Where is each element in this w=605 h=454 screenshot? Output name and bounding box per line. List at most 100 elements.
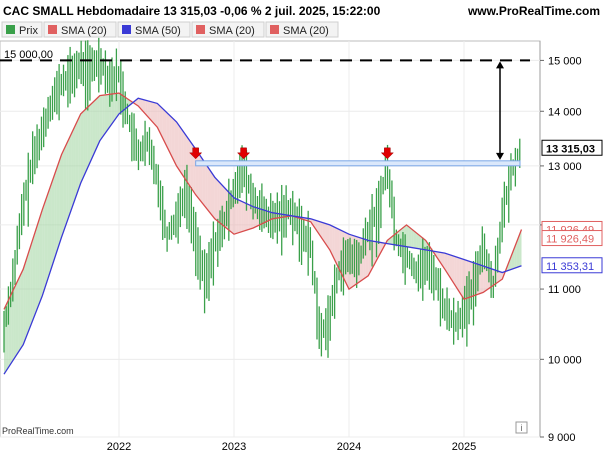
sma-fill-segment	[147, 100, 151, 120]
sma-fill-segment	[56, 161, 60, 252]
legend-item[interactable]: SMA (50)	[117, 21, 191, 38]
legend-swatch	[270, 25, 279, 34]
legend-item-box	[43, 21, 117, 38]
sma-fill-segment	[202, 159, 206, 207]
legend-swatch	[48, 25, 57, 34]
sma-fill-segment	[365, 239, 369, 278]
sma-fill-segment	[92, 100, 96, 157]
legend-item[interactable]: Prix	[1, 21, 43, 38]
sma-fill-segment	[104, 94, 108, 134]
sma-fill-segment	[54, 168, 57, 259]
sma-fill-segment	[152, 102, 155, 125]
sma-fill-segment	[47, 188, 50, 281]
sma-fill-segment	[71, 128, 74, 210]
sma-fill-segment	[198, 152, 201, 201]
sma-fill-segment	[387, 238, 390, 244]
sma-fill-segment	[444, 253, 448, 273]
value-badge-label: 11 926,49	[546, 234, 594, 246]
sma-fill-segment	[207, 166, 211, 213]
sma-fill-segment	[499, 271, 503, 281]
sma-fill-segment	[325, 223, 328, 247]
sma-fill-segment	[164, 110, 167, 147]
value-badge-label: 13 315,03	[546, 143, 595, 155]
sma-fill-segment	[327, 224, 330, 250]
sma-fill-segment	[205, 163, 208, 210]
site-label[interactable]: www.ProRealTime.com	[467, 4, 600, 18]
x-tick-label: 2023	[222, 441, 246, 453]
sma-fill-segment	[39, 209, 43, 302]
legend-label: SMA (20)	[61, 25, 107, 37]
legend-swatch	[122, 25, 131, 34]
price-bars	[3, 37, 521, 358]
sma-fill-segment	[212, 173, 215, 219]
sma-fill-segment	[90, 102, 93, 162]
sma-fill-segment	[214, 177, 218, 221]
sma-fill-segment	[178, 125, 182, 174]
sma-fill-segment	[142, 99, 146, 114]
sma-fill-segment	[332, 226, 335, 260]
sma-fill-segment	[483, 265, 486, 293]
sma-fill-segment	[329, 224, 333, 255]
sma-fill-segment	[97, 95, 100, 146]
sma-fill-segment	[78, 113, 81, 190]
legend-item[interactable]: SMA (20)	[191, 21, 265, 38]
y-tick-label: 14 000	[548, 106, 582, 118]
plot-area	[0, 40, 541, 438]
sma-fill-segment	[337, 228, 340, 270]
legend-label: SMA (20)	[209, 25, 255, 37]
legend[interactable]: Prix SMA (20) SMA (50) SMA (20) SMA (20)	[1, 21, 339, 38]
sma-fill-segment	[210, 170, 213, 216]
sma-fill-segment	[32, 231, 36, 320]
annotations	[0, 59, 530, 167]
info-icon[interactable]: i	[515, 421, 528, 434]
sma-fill-segment	[248, 204, 251, 230]
down-arrow-icon	[189, 147, 203, 160]
sma-fill-segment	[35, 224, 38, 314]
x-tick-label: 2022	[107, 441, 131, 453]
sma-fill-segment	[485, 266, 488, 291]
sma-fill-segment	[416, 232, 419, 249]
sma-fill-segment	[372, 241, 376, 267]
sma-fill-segment	[8, 294, 12, 367]
sma-fill-segment	[238, 199, 242, 233]
sma-fill-segment	[183, 131, 187, 181]
sma-fill-segment	[23, 261, 26, 345]
arrow-head-down-icon	[496, 152, 504, 160]
sma-fills	[4, 93, 522, 375]
sma-fill-segment	[166, 112, 170, 152]
sma-fill-segment	[107, 94, 110, 131]
sma-fill-segment	[44, 195, 48, 289]
sma-fill-segment	[217, 179, 220, 223]
sma-fill-segment	[452, 255, 455, 285]
sma-fill-segment	[102, 94, 105, 138]
sma-fill-segment	[20, 269, 24, 349]
sma-fill-segment	[150, 101, 153, 122]
sma-fill-segment	[406, 224, 409, 248]
sma-fill-segment	[75, 118, 79, 197]
sma-fill-segment	[509, 253, 512, 270]
sma-fill-segment	[200, 156, 203, 204]
svg-text:i: i	[521, 423, 523, 433]
sma-fill-segment	[408, 226, 412, 248]
sma-fill-segment	[461, 258, 464, 300]
sma-fill-segment	[449, 254, 453, 281]
sma-fill-segment	[171, 117, 175, 161]
support-zone	[195, 160, 521, 167]
legend-item[interactable]: SMA (20)	[43, 21, 117, 38]
legend-item-box	[265, 21, 339, 38]
down-arrow-icon	[380, 147, 394, 160]
sma-fill-segment	[116, 93, 119, 118]
sma-fill-segment	[413, 230, 417, 249]
sma-fill-segment	[85, 106, 88, 173]
sma-fill-segment	[447, 253, 450, 277]
sma-fill-segment	[83, 109, 86, 178]
arrow-head-up-icon	[496, 61, 504, 69]
sma-line	[3, 97, 522, 375]
sma-fill-segment	[418, 234, 421, 250]
sma-fill-segment	[11, 289, 14, 364]
sma-fill-segment	[37, 216, 40, 308]
sma-fill-segment	[15, 279, 19, 356]
legend-item[interactable]: SMA (20)	[265, 21, 339, 38]
